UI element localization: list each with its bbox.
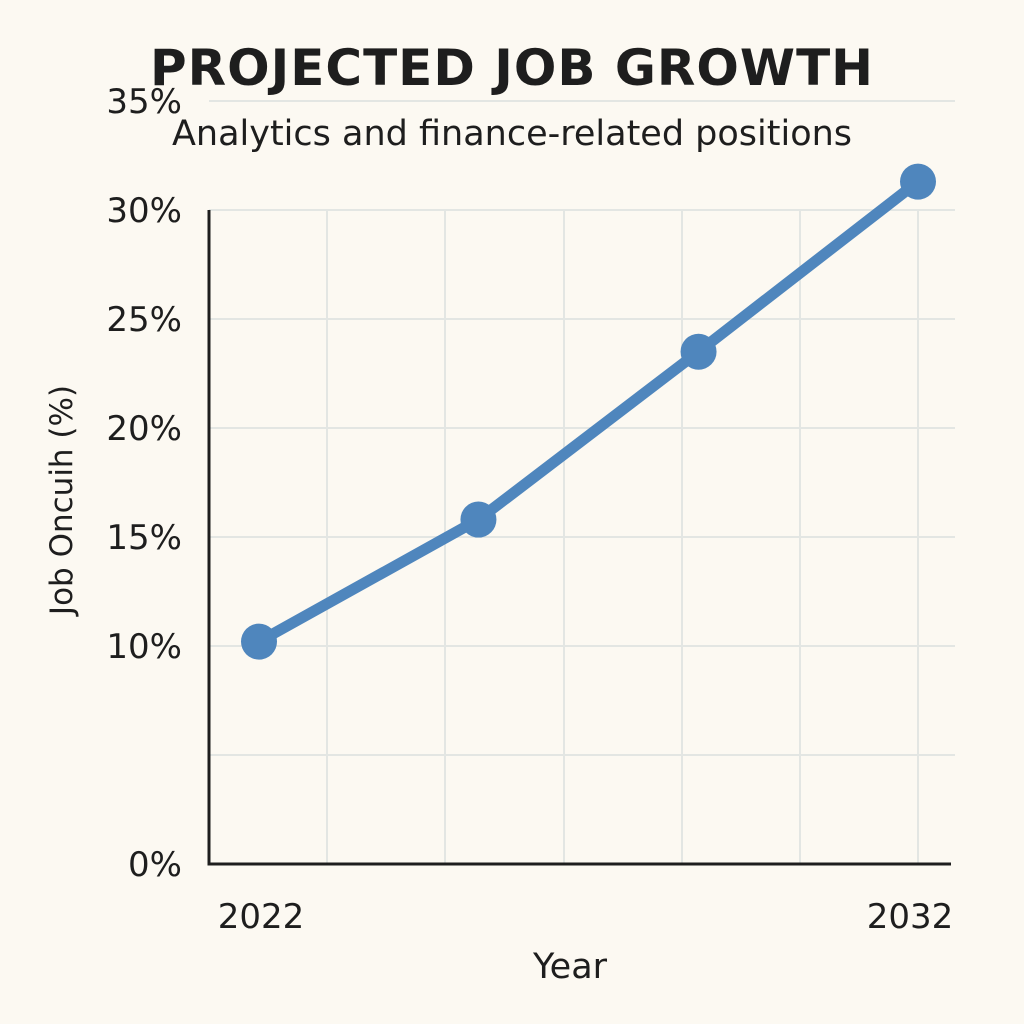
x-tick-label: 2032 — [867, 897, 954, 937]
series-layer — [241, 163, 936, 660]
x-axis-label: Year — [532, 947, 608, 987]
data-point — [460, 501, 497, 538]
y-tick-label: 20% — [106, 409, 182, 449]
y-tick-label: 25% — [106, 300, 182, 340]
data-point — [680, 333, 717, 370]
chart-subtitle: Analytics and finance-related positions — [171, 114, 853, 154]
y-axis-label: Job Oncuih (%) — [44, 385, 80, 617]
y-tick-label: 0% — [128, 845, 182, 885]
chart-title: PROJECTED JOB GROWTH — [149, 39, 875, 97]
x-tick-label: 2022 — [218, 897, 305, 937]
y-tick-label: 15% — [106, 518, 182, 558]
y-tick-label: 35% — [106, 82, 182, 122]
data-point — [241, 623, 277, 660]
grid-layer — [209, 100, 955, 864]
data-point — [900, 163, 936, 200]
series-line — [253, 176, 924, 648]
axis-layer — [207, 210, 951, 866]
y-tick-label: 30% — [106, 191, 182, 231]
y-tick-label: 10% — [106, 627, 182, 667]
tick-label-layer: 0% 10% 15% 20% 25% 30% 35% 2022 2032 — [106, 82, 953, 937]
